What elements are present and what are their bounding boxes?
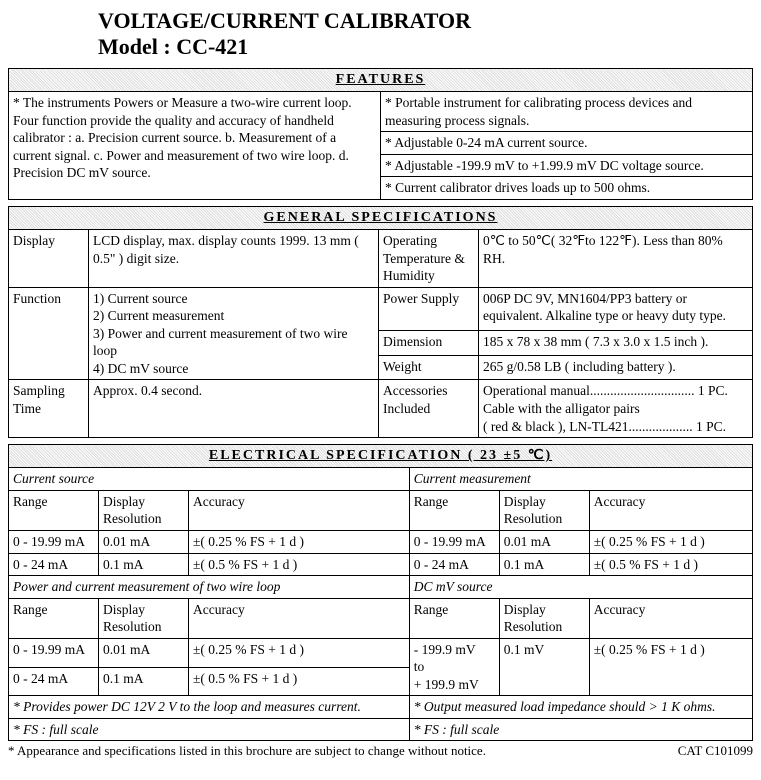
col-acc: Accuracy: [589, 490, 752, 530]
optemp-label: Operating Temperature & Humidity: [379, 230, 479, 288]
acc-value: Operational manual......................…: [479, 380, 753, 438]
table-cell: ±( 0.25 % FS + 1 d ): [589, 638, 752, 696]
powermeas-note2: * FS : full scale: [9, 718, 410, 741]
col-res: Display Resolution: [499, 598, 589, 638]
features-r3: * Adjustable -199.9 mV to +1.99.9 mV DC …: [381, 154, 753, 177]
table-cell: 0.1 mA: [99, 553, 189, 576]
display-value: LCD display, max. display counts 1999. 1…: [89, 230, 379, 288]
general-header: GENERAL SPECIFICATIONS: [9, 206, 753, 229]
table-cell: 0.1 mA: [499, 553, 589, 576]
dim-value: 185 x 78 x 38 mm ( 7.3 x 3.0 x 1.5 inch …: [479, 331, 753, 356]
function-value: 1) Current source 2) Current measurement…: [89, 287, 379, 380]
features-table: FEATURES * The instruments Powers or Mea…: [8, 68, 753, 200]
function-label: Function: [9, 287, 89, 380]
table-cell: 0 - 24 mA: [9, 553, 99, 576]
table-cell: 0 - 19.99 mA: [409, 530, 499, 553]
table-cell: 0.01 mA: [99, 638, 189, 667]
table-cell: ±( 0.5 % FS + 1 d ): [589, 553, 752, 576]
model-title: Model : CC-421: [98, 34, 753, 60]
col-acc: Accuracy: [189, 490, 410, 530]
electrical-header: ELECTRICAL SPECIFICATION ( 23 ±5 ℃): [9, 445, 753, 468]
table-cell: 0 - 19.99 mA: [9, 638, 99, 667]
col-acc: Accuracy: [589, 598, 752, 638]
table-cell: - 199.9 mV to + 199.9 mV: [409, 638, 499, 696]
currentsrc-title: Current source: [9, 468, 410, 491]
table-cell: ±( 0.5 % FS + 1 d ): [189, 553, 410, 576]
weight-value: 265 g/0.58 LB ( including battery ).: [479, 355, 753, 380]
table-cell: 0.01 mA: [499, 530, 589, 553]
dcmv-note1: * Output measured load impedance should …: [409, 696, 752, 719]
power-value: 006P DC 9V, MN1604/PP3 battery or equiva…: [479, 287, 753, 331]
powermeas-note1: * Provides power DC 12V 2 V to the loop …: [9, 696, 410, 719]
table-cell: ±( 0.25 % FS + 1 d ): [589, 530, 752, 553]
main-title: VOLTAGE/CURRENT CALIBRATOR: [98, 8, 753, 34]
table-cell: 0 - 24 mA: [9, 667, 99, 696]
table-cell: 0.1 mV: [499, 638, 589, 696]
general-table: GENERAL SPECIFICATIONS Display LCD displ…: [8, 206, 753, 438]
table-cell: ±( 0.25 % FS + 1 d ): [189, 530, 410, 553]
currentmeas-title: Current measurement: [409, 468, 752, 491]
col-range: Range: [409, 598, 499, 638]
col-res: Display Resolution: [99, 598, 189, 638]
col-range: Range: [9, 490, 99, 530]
features-header: FEATURES: [9, 69, 753, 92]
dcmv-note2: * FS : full scale: [409, 718, 752, 741]
dcmv-title: DC mV source: [409, 576, 752, 599]
col-res: Display Resolution: [499, 490, 589, 530]
table-cell: 0 - 24 mA: [409, 553, 499, 576]
table-cell: 0 - 19.99 mA: [9, 530, 99, 553]
electrical-table: ELECTRICAL SPECIFICATION ( 23 ±5 ℃) Curr…: [8, 444, 753, 741]
acc-label: Accessories Included: [379, 380, 479, 438]
footer-right: CAT C101099: [678, 743, 753, 759]
table-cell: ±( 0.25 % FS + 1 d ): [189, 638, 410, 667]
title-block: VOLTAGE/CURRENT CALIBRATOR Model : CC-42…: [98, 8, 753, 60]
sampling-value: Approx. 0.4 second.: [89, 380, 379, 438]
optemp-value: 0℃ to 50℃( 32℉to 122℉). Less than 80% RH…: [479, 230, 753, 288]
col-range: Range: [409, 490, 499, 530]
table-cell: 0.1 mA: [99, 667, 189, 696]
features-r2: * Adjustable 0-24 mA current source.: [381, 132, 753, 155]
footer: * Appearance and specifications listed i…: [8, 741, 753, 759]
features-left: * The instruments Powers or Measure a tw…: [9, 92, 381, 200]
table-cell: ±( 0.5 % FS + 1 d ): [189, 667, 410, 696]
dim-label: Dimension: [379, 331, 479, 356]
col-res: Display Resolution: [99, 490, 189, 530]
table-cell: 0.01 mA: [99, 530, 189, 553]
powermeas-title: Power and current measurement of two wir…: [9, 576, 410, 599]
col-range: Range: [9, 598, 99, 638]
power-label: Power Supply: [379, 287, 479, 331]
features-r4: * Current calibrator drives loads up to …: [381, 177, 753, 200]
footer-left: * Appearance and specifications listed i…: [8, 743, 486, 759]
features-r1: * Portable instrument for calibrating pr…: [381, 92, 753, 132]
col-acc: Accuracy: [189, 598, 410, 638]
sampling-label: Sampling Time: [9, 380, 89, 438]
weight-label: Weight: [379, 355, 479, 380]
display-label: Display: [9, 230, 89, 288]
